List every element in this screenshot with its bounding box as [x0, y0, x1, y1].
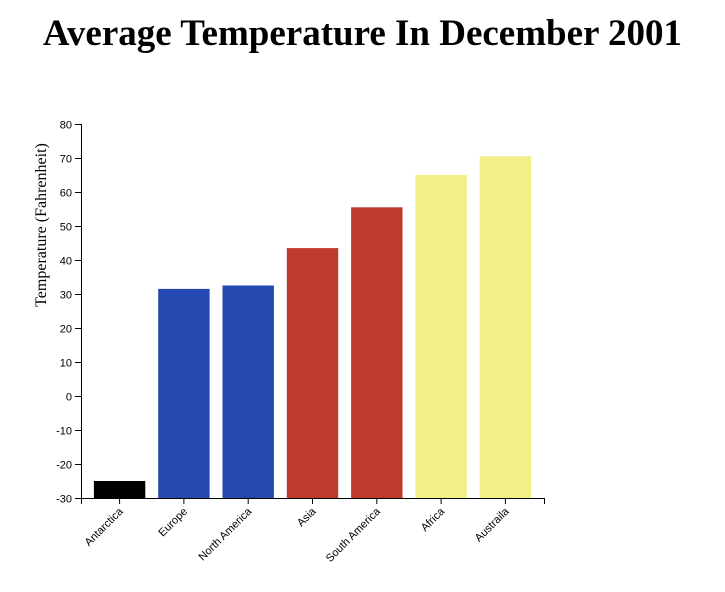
y-axis-line [75, 124, 82, 499]
bar-north-america [222, 285, 274, 498]
bar-africa [415, 175, 467, 498]
x-tick-label: North America [197, 505, 255, 563]
bar-antarctica [93, 481, 146, 498]
y-tick-label: 80 [60, 120, 72, 132]
y-tick-label: 60 [60, 188, 72, 200]
bar-europe [158, 288, 210, 498]
y-tick-label: 30 [60, 290, 72, 302]
x-tick-label: Asia [295, 505, 319, 529]
x-tick-label: Austraila [473, 505, 512, 544]
y-tick-label: 70 [60, 154, 72, 166]
bar-asia [286, 248, 339, 498]
x-tick-label: South America [324, 505, 384, 565]
bar-austraila [479, 156, 532, 499]
y-tick-label: 10 [60, 358, 72, 370]
bar-south-america [351, 207, 403, 499]
chart-title: Average Temperature In December 2001 [42, 13, 683, 54]
y-tick-label: 50 [60, 222, 72, 234]
y-tick-label: -20 [56, 460, 72, 472]
y-tick-label: 0 [66, 392, 72, 404]
y-tick-label: -30 [56, 494, 72, 506]
x-axis: Antarctica Europe North America Asia South A… [81, 498, 545, 565]
y-axis-label: Temperature (Fahrenheit) [33, 143, 50, 307]
x-tick-label: Antarctica [83, 505, 127, 549]
bars-group [93, 156, 532, 499]
y-tick-label: 20 [60, 324, 72, 336]
y-tick-label: -10 [56, 426, 72, 438]
y-axis: 80 70 60 50 40 30 20 10 0 -10 -20 -30 [56, 120, 82, 506]
x-tick-label: Africa [419, 505, 448, 534]
y-tick-label: 40 [60, 256, 72, 268]
x-tick-label: Europe [156, 506, 190, 540]
